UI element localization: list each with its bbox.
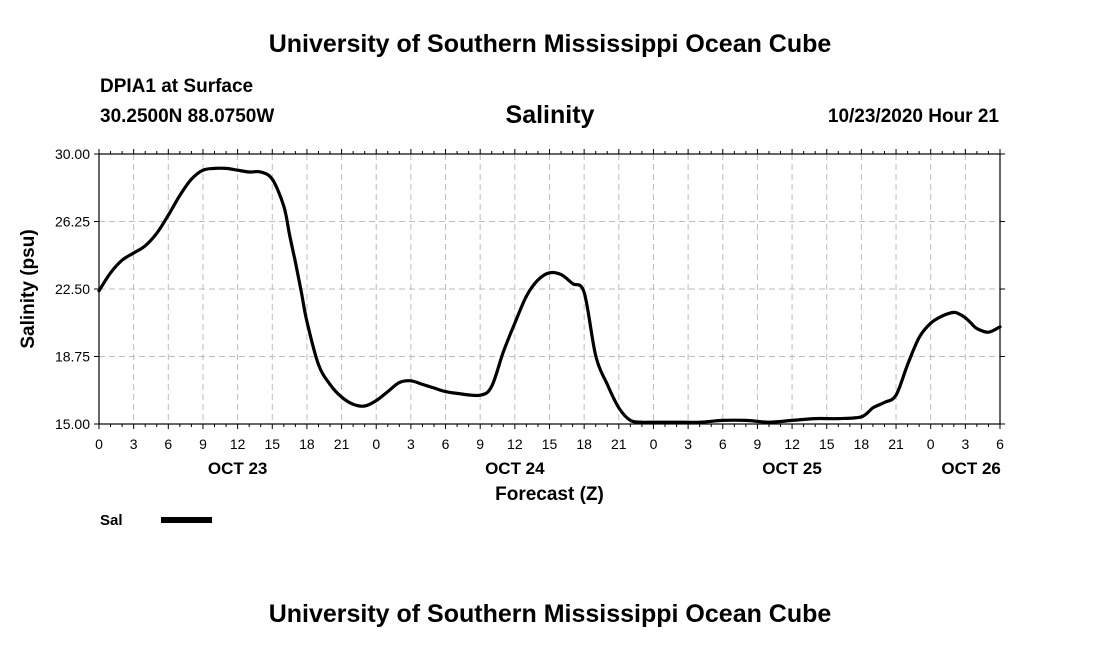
x-tick-label: 9: [476, 436, 484, 452]
x-tick-label: 6: [996, 436, 1004, 452]
x-tick-label: 15: [542, 436, 558, 452]
x-tick-label: 12: [784, 436, 800, 452]
forecast-datetime: 10/23/2020 Hour 21: [827, 106, 999, 127]
date-label: OCT 23: [208, 459, 268, 478]
date-label: OCT 25: [762, 459, 822, 478]
x-tick-label: 0: [372, 436, 380, 452]
x-tick-label: 6: [719, 436, 727, 452]
y-tick-label: 26.25: [55, 214, 90, 230]
page-title-bottom: University of Southern Mississippi Ocean…: [268, 600, 832, 628]
chart-title: Salinity: [505, 101, 595, 129]
legend: Sal: [100, 512, 212, 529]
x-tick-label: 3: [130, 436, 138, 452]
x-tick-label: 21: [611, 436, 627, 452]
station-label: DPIA1 at Surface: [100, 76, 254, 97]
x-tick-label: 15: [819, 436, 835, 452]
date-label: OCT 24: [485, 459, 545, 478]
page-title-top: University of Southern Mississippi Ocean…: [268, 30, 832, 58]
x-tick-label: 18: [299, 436, 315, 452]
x-tick-label: 9: [754, 436, 762, 452]
legend-label: Sal: [100, 512, 123, 529]
date-label: OCT 26: [941, 459, 1001, 478]
x-tick-label: 18: [576, 436, 592, 452]
axis-labels: 15.00 18.75 22.50 26.25 30.00 0 3 6 9 12 15 18 21 0 3 6…: [18, 146, 1004, 505]
series-line-sal: [97, 166, 1002, 424]
x-tick-label: 12: [230, 436, 246, 452]
x-tick-label: 3: [684, 436, 692, 452]
x-axis-title: Forecast (Z): [495, 484, 604, 505]
x-tick-label: 0: [927, 436, 935, 452]
x-tick-label: 12: [507, 436, 523, 452]
grid: [99, 154, 1000, 424]
x-tick-label: 15: [264, 436, 280, 452]
x-tick-label: 21: [888, 436, 904, 452]
station-coordinates: 30.2500N 88.0750W: [100, 106, 275, 127]
y-axis-title: Salinity (psu): [18, 229, 39, 348]
x-tick-label: 0: [95, 436, 103, 452]
x-tick-label: 18: [854, 436, 870, 452]
x-tick-label: 9: [199, 436, 207, 452]
series-layer: [97, 166, 1002, 424]
y-tick-label: 22.50: [55, 281, 90, 297]
x-tick-label: 6: [442, 436, 450, 452]
y-tick-label: 30.00: [55, 146, 90, 162]
x-tick-label: 6: [164, 436, 172, 452]
x-tick-label: 3: [961, 436, 969, 452]
x-tick-label: 3: [407, 436, 415, 452]
x-tick-label: 21: [334, 436, 350, 452]
y-tick-label: 15.00: [55, 416, 90, 432]
y-tick-label: 18.75: [55, 349, 90, 365]
x-tick-label: 0: [650, 436, 658, 452]
